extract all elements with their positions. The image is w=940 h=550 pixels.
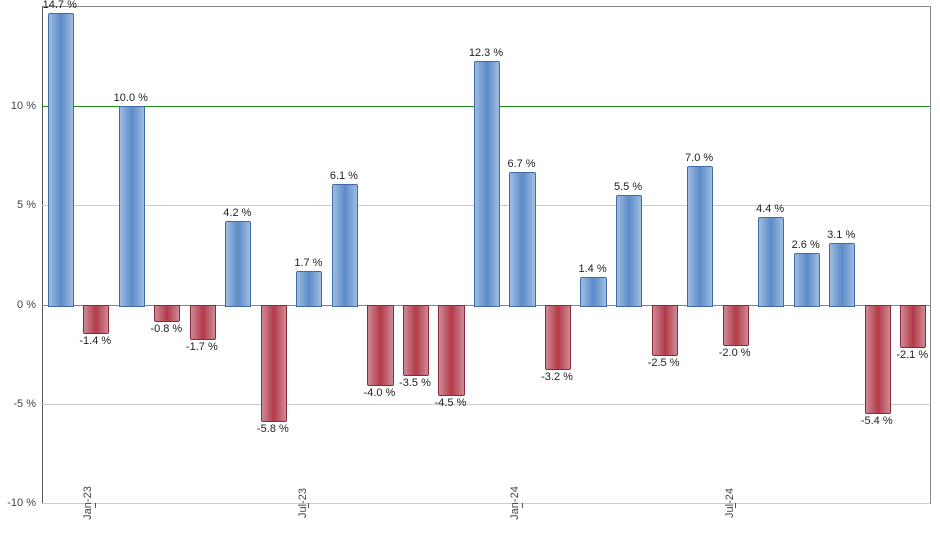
bar (332, 184, 358, 307)
bar-value-label: -5.4 % (861, 415, 893, 427)
bar (723, 305, 749, 347)
bar-value-label: 5.5 % (614, 181, 642, 193)
bar-value-label: 2.6 % (792, 239, 820, 251)
x-tick-label: Jan-24 (505, 486, 521, 520)
bar (900, 305, 926, 349)
bar (687, 166, 713, 307)
gridline (42, 404, 930, 405)
x-tick-label: Jul-23 (293, 488, 309, 518)
bar (580, 277, 606, 307)
bar-value-label: 6.1 % (330, 170, 358, 182)
x-tick-mark (95, 503, 96, 508)
bar (509, 172, 535, 307)
bar (794, 253, 820, 307)
bar (545, 305, 571, 370)
bar-value-label: -4.0 % (364, 387, 396, 399)
bar (296, 271, 322, 307)
bar-value-label: 1.7 % (294, 257, 322, 269)
bar-value-label: 6.7 % (507, 158, 535, 170)
bar-chart: -10 % -5 % 0 % 5 % 10 % 14.7 % -1.4 % 10.0 % -0.… (0, 0, 940, 550)
bar-value-label: -1.7 % (186, 341, 218, 353)
bar (261, 305, 287, 422)
bar-value-label: -2.0 % (719, 347, 751, 359)
bar (403, 305, 429, 376)
bar-value-label: -2.5 % (648, 357, 680, 369)
bar-value-label: -0.8 % (150, 323, 182, 335)
bar (616, 195, 642, 306)
gridline (42, 503, 930, 504)
y-tick-label: 10 % (11, 100, 42, 112)
bar-value-label: -1.4 % (79, 335, 111, 347)
bar-value-label: 4.4 % (756, 203, 784, 215)
y-axis (42, 7, 43, 503)
bar (652, 305, 678, 357)
bar-value-label: -2.1 % (896, 349, 928, 361)
y-tick-label: -10 % (7, 497, 42, 509)
bar (865, 305, 891, 414)
bar-value-label: 7.0 % (685, 152, 713, 164)
bar (438, 305, 464, 396)
bar-value-label: -3.2 % (541, 371, 573, 383)
bar-value-label: 1.4 % (578, 263, 606, 275)
y-tick-label: 5 % (17, 199, 42, 211)
bar (225, 221, 251, 306)
bar (474, 61, 500, 307)
plot-area: -10 %-5 %0 %5 %10 %14.7 %-1.4 %10.0 %-0.… (42, 6, 931, 504)
bar (758, 217, 784, 306)
bar-value-label: -3.5 % (399, 377, 431, 389)
y-tick-label: 0 % (17, 299, 42, 311)
bar-value-label: -5.8 % (257, 423, 289, 435)
bar (154, 305, 180, 323)
bar-value-label: 14.7 % (43, 0, 77, 11)
bar-value-label: 3.1 % (827, 229, 855, 241)
bar-value-label: -4.5 % (435, 397, 467, 409)
x-tick-label: Jan-23 (78, 486, 94, 520)
bar-value-label: 4.2 % (223, 207, 251, 219)
x-tick-mark (522, 503, 523, 508)
bar (367, 305, 393, 386)
x-tick-label: Jul-24 (720, 488, 736, 518)
bar (190, 305, 216, 341)
bar-value-label: 10.0 % (114, 92, 148, 104)
bar (83, 305, 109, 335)
bar (829, 243, 855, 307)
bar (48, 13, 74, 307)
bar-value-label: 12.3 % (469, 47, 503, 59)
y-tick-label: -5 % (13, 398, 42, 410)
bar (119, 106, 145, 306)
